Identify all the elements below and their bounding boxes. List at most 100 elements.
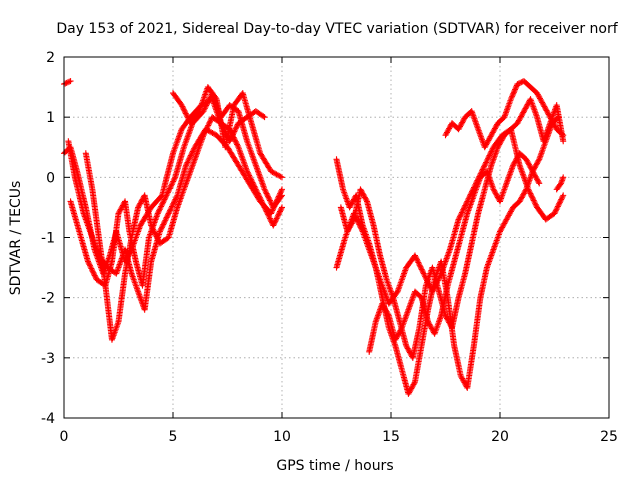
chart-title: Day 153 of 2021, Sidereal Day-to-day VTE…	[56, 21, 618, 37]
data-point	[166, 209, 173, 216]
data-point	[277, 173, 284, 180]
data-point	[169, 179, 176, 186]
data-point	[411, 252, 418, 259]
data-point	[184, 113, 191, 120]
data-point	[513, 83, 520, 90]
data-point	[426, 281, 433, 288]
data-point	[180, 104, 187, 111]
data-point	[168, 181, 175, 188]
data-point	[530, 197, 537, 204]
data-point	[162, 215, 169, 222]
y-tick-label: 0	[46, 170, 55, 186]
data-point	[232, 138, 239, 145]
data-point	[188, 151, 195, 158]
data-point	[262, 205, 269, 212]
data-point	[265, 212, 272, 219]
data-point	[510, 90, 517, 97]
data-point	[87, 264, 94, 271]
data-point	[168, 203, 175, 210]
data-point	[429, 288, 436, 295]
data-point	[244, 168, 251, 175]
data-point	[279, 174, 285, 181]
data-point	[157, 204, 164, 211]
data-point	[421, 271, 428, 278]
data-point	[270, 221, 277, 228]
data-point	[156, 228, 163, 235]
data-point	[159, 200, 166, 207]
data-point	[355, 220, 362, 227]
data-point	[425, 280, 432, 287]
data-point	[420, 270, 427, 277]
data-point	[356, 221, 363, 228]
data-point	[417, 263, 424, 270]
data-point	[552, 207, 559, 214]
y-tick-label: 2	[46, 50, 55, 66]
data-point	[149, 225, 156, 232]
data-point	[260, 201, 267, 208]
data-point	[560, 174, 567, 181]
data-point	[267, 198, 274, 205]
y-tick-label: -3	[41, 351, 55, 367]
data-point	[187, 152, 194, 159]
data-point	[89, 266, 96, 273]
data-point	[248, 176, 255, 183]
data-point	[167, 184, 174, 191]
y-tick-label: 1	[46, 110, 55, 126]
data-point	[514, 81, 521, 88]
data-point	[165, 188, 172, 195]
data-point	[536, 180, 543, 187]
data-point	[230, 133, 237, 140]
data-point	[262, 207, 269, 214]
data-point	[433, 280, 440, 287]
data-point	[261, 204, 268, 211]
data-point	[436, 274, 443, 281]
data-point	[246, 173, 253, 180]
data-point	[274, 212, 281, 219]
data-point	[205, 122, 212, 129]
data-point	[479, 166, 486, 173]
data-point	[535, 179, 542, 186]
data-point	[508, 94, 515, 101]
data-point	[212, 94, 219, 101]
x-tick-label: 0	[60, 429, 69, 445]
x-axis-label: GPS time / hours	[276, 458, 393, 474]
data-point	[356, 222, 363, 229]
data-point	[432, 283, 439, 290]
data-point	[256, 194, 263, 201]
data-point	[160, 220, 167, 227]
plot-frame	[63, 56, 610, 419]
data-point	[437, 271, 444, 278]
data-point	[92, 273, 99, 280]
data-point	[512, 86, 519, 93]
data-point	[434, 277, 441, 284]
data-point	[183, 162, 190, 169]
data-point	[436, 273, 443, 280]
data-point	[263, 190, 270, 197]
data-point	[161, 218, 168, 225]
data-point	[260, 203, 267, 210]
data-point	[457, 212, 464, 219]
data-point	[183, 160, 190, 167]
series-arc-a	[61, 78, 74, 88]
data-point	[352, 213, 359, 220]
data-point	[184, 114, 191, 121]
data-point	[250, 182, 257, 189]
data-point	[231, 135, 238, 142]
data-point	[488, 148, 495, 155]
series-arc-f	[170, 84, 285, 181]
data-point	[162, 193, 169, 200]
data-point	[424, 278, 431, 285]
data-point	[167, 206, 174, 213]
data-point	[266, 215, 273, 222]
data-point	[509, 93, 516, 100]
data-point	[528, 193, 535, 200]
series-arc-d	[67, 90, 285, 289]
data-point	[185, 116, 192, 123]
y-tick-label: -2	[41, 291, 55, 307]
data-point	[185, 158, 192, 165]
data-point	[233, 140, 240, 147]
data-point	[178, 102, 185, 109]
data-point	[277, 207, 284, 214]
data-point	[158, 225, 165, 232]
data-point	[273, 215, 280, 222]
